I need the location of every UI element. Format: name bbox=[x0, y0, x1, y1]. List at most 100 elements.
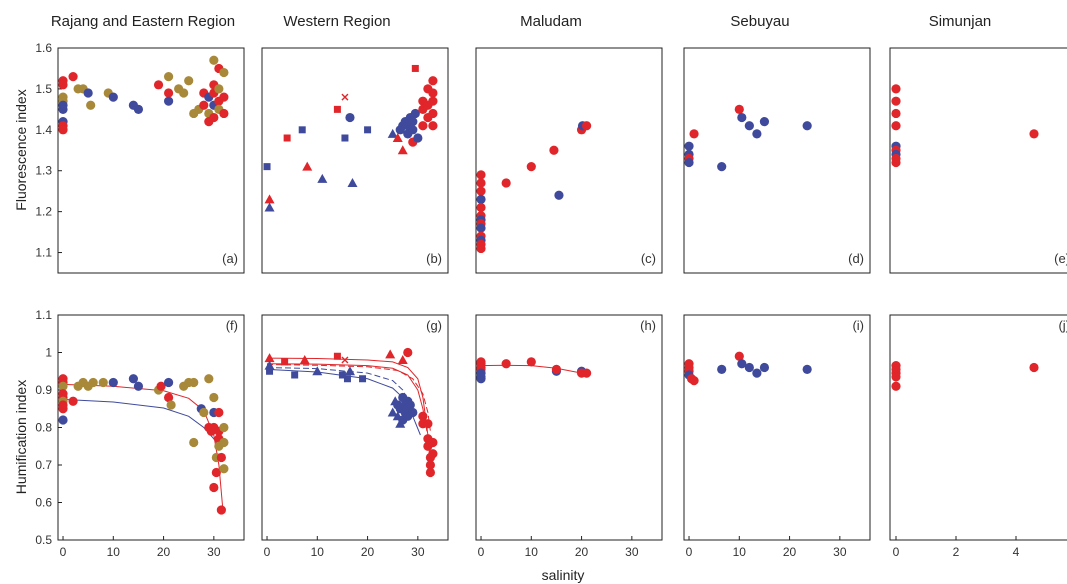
data-point bbox=[405, 400, 415, 410]
data-point bbox=[166, 400, 176, 410]
panels: 1.11.21.31.41.51.6(a)(b)(c)(d)(e)0.50.60… bbox=[35, 41, 1067, 559]
data-point bbox=[428, 108, 438, 119]
data-point-triangle bbox=[264, 360, 275, 370]
panel-frame bbox=[475, 47, 663, 274]
y-tick-label: 1 bbox=[45, 346, 52, 360]
x-tick-label: 30 bbox=[207, 545, 221, 559]
x-tick-label: 30 bbox=[833, 545, 847, 559]
data-point bbox=[581, 121, 592, 131]
data-point bbox=[476, 243, 486, 254]
data-point-cross bbox=[341, 356, 349, 364]
data-point bbox=[549, 145, 559, 155]
data-point bbox=[163, 392, 174, 403]
data-point bbox=[199, 407, 209, 418]
column-title-sebuyau: Sebuyau bbox=[730, 13, 789, 30]
x-axis-label: salinity bbox=[542, 567, 585, 583]
y-axis-label-fluorescence: Fluorescence index bbox=[13, 89, 29, 210]
data-point-triangle bbox=[264, 202, 275, 212]
data-point bbox=[734, 351, 744, 361]
y-tick-label: 0.7 bbox=[35, 458, 52, 472]
data-point-square bbox=[266, 367, 274, 375]
data-point bbox=[216, 452, 226, 463]
panel: 0 10 20 30 (i) bbox=[683, 314, 871, 559]
data-point bbox=[1029, 362, 1039, 373]
data-point bbox=[759, 117, 770, 127]
data-point bbox=[501, 359, 511, 369]
data-point bbox=[744, 121, 754, 131]
data-point-square bbox=[411, 64, 419, 72]
data-point bbox=[156, 381, 166, 391]
x-tick-label: 20 bbox=[575, 545, 589, 559]
data-point bbox=[802, 121, 812, 131]
data-point bbox=[551, 364, 562, 374]
data-point-triangle bbox=[312, 366, 323, 376]
panel-label: (g) bbox=[426, 318, 442, 333]
data-point bbox=[209, 392, 219, 403]
data-point bbox=[717, 162, 727, 172]
panel-label: (i) bbox=[852, 318, 864, 333]
panel: (b) bbox=[261, 47, 449, 274]
data-point bbox=[209, 55, 219, 65]
data-point bbox=[68, 396, 78, 406]
data-point-square bbox=[281, 358, 289, 366]
panel: 0246(j) bbox=[889, 314, 1067, 559]
data-point bbox=[413, 133, 423, 143]
data-point bbox=[163, 72, 174, 82]
data-point bbox=[58, 104, 68, 114]
data-point bbox=[199, 100, 209, 110]
data-point bbox=[83, 88, 93, 98]
panel-frame bbox=[683, 314, 871, 541]
data-point bbox=[891, 84, 901, 94]
data-point bbox=[219, 67, 229, 78]
x-tick-label: 10 bbox=[733, 545, 747, 559]
panel-label: (h) bbox=[640, 318, 656, 333]
panel-label: (f) bbox=[226, 318, 238, 333]
data-point-triangle bbox=[397, 355, 408, 364]
data-point bbox=[219, 437, 229, 448]
panel-frame bbox=[57, 47, 245, 274]
panel: 0 10 20 30 (h) bbox=[475, 314, 663, 559]
data-point bbox=[891, 121, 901, 131]
x-tick-label: 10 bbox=[311, 545, 325, 559]
panel-label: (c) bbox=[641, 251, 656, 266]
data-point-square bbox=[333, 105, 341, 113]
data-point bbox=[408, 117, 418, 127]
data-point bbox=[744, 362, 754, 373]
data-point bbox=[410, 108, 420, 119]
y-tick-label: 1.1 bbox=[35, 246, 52, 260]
data-point bbox=[684, 157, 694, 168]
y-tick-label: 1.5 bbox=[35, 82, 52, 96]
data-point bbox=[476, 374, 486, 384]
data-point-triangle bbox=[387, 407, 398, 417]
y-tick-label: 1.4 bbox=[35, 123, 52, 137]
data-point bbox=[737, 359, 747, 369]
data-point bbox=[891, 96, 901, 106]
data-point bbox=[211, 467, 221, 478]
data-point bbox=[476, 178, 486, 188]
data-point bbox=[423, 419, 433, 429]
data-point bbox=[58, 76, 68, 86]
data-point bbox=[501, 178, 511, 188]
data-point bbox=[526, 162, 536, 172]
data-point bbox=[108, 377, 118, 388]
panel-label: (j) bbox=[1058, 318, 1067, 333]
fit-curve bbox=[266, 364, 431, 432]
panel-label: (a) bbox=[222, 251, 238, 266]
panel-frame bbox=[889, 314, 1067, 541]
data-point bbox=[214, 84, 224, 94]
data-point bbox=[345, 112, 355, 123]
x-tick-label: 10 bbox=[525, 545, 539, 559]
panel: 1.1 1.2 1.3 1.4 1.5 1.6 (a) bbox=[35, 41, 245, 274]
panel: 0 10 20 30 (g) bbox=[261, 314, 449, 559]
y-tick-label: 0.9 bbox=[35, 383, 52, 397]
data-point bbox=[86, 100, 96, 110]
data-point-triangle bbox=[347, 178, 358, 187]
data-point bbox=[717, 364, 727, 374]
data-point-triangle bbox=[264, 194, 275, 204]
fit-curve bbox=[62, 398, 220, 447]
y-tick-label: 1.2 bbox=[35, 205, 52, 219]
column-title-simunjan: Simunjan bbox=[929, 13, 992, 30]
data-point bbox=[153, 80, 164, 90]
data-point bbox=[209, 112, 219, 123]
